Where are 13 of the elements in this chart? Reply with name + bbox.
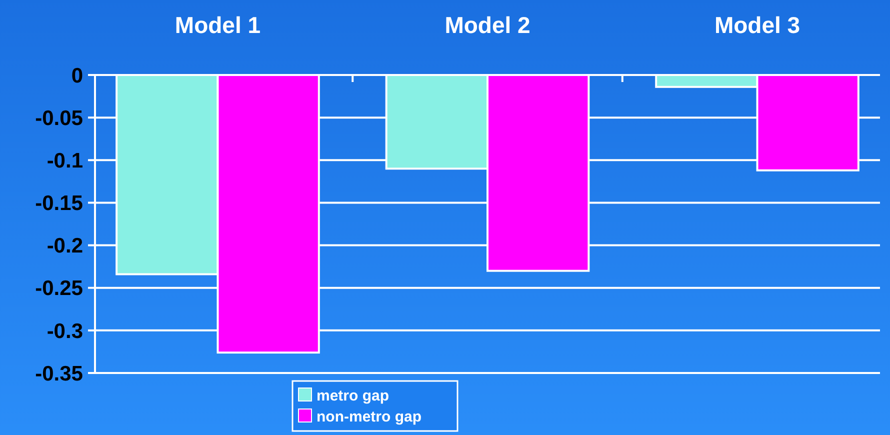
y-tick-label: -0.05 xyxy=(35,106,84,130)
legend-label: non-metro gap xyxy=(316,408,422,426)
y-tick-label: -0.25 xyxy=(35,277,84,300)
y-tick-label: -0.3 xyxy=(46,320,83,343)
y-tick-label: -0.35 xyxy=(35,362,84,386)
y-tick-label: -0.2 xyxy=(46,234,83,258)
x-tick-label: Model 3 xyxy=(714,12,800,38)
y-tick-label: 0 xyxy=(71,64,83,88)
y-tick-label: -0.1 xyxy=(46,149,84,172)
x-tick-label: Model 1 xyxy=(174,12,261,38)
x-tick-label: Model 2 xyxy=(444,12,530,38)
legend-label: metro gap xyxy=(316,387,390,404)
y-tick-label: -0.15 xyxy=(35,192,84,216)
